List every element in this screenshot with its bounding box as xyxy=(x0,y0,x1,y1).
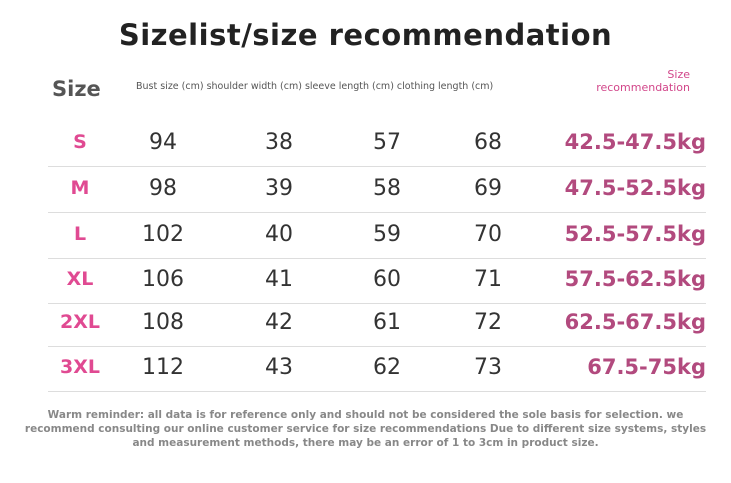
length-value: 73 xyxy=(474,355,502,380)
bust-value: 106 xyxy=(142,267,184,292)
sleeve-value: 61 xyxy=(373,310,401,335)
bust-value: 112 xyxy=(142,355,184,380)
weight-recommendation: 57.5-62.5kg xyxy=(564,267,706,291)
table-row: S 94 38 57 68 42.5-47.5kg xyxy=(48,121,706,165)
weight-recommendation: 62.5-67.5kg xyxy=(564,310,706,334)
weight-recommendation: 42.5-47.5kg xyxy=(564,130,706,154)
warm-reminder-note: Warm reminder: all data is for reference… xyxy=(24,409,707,449)
bust-value: 94 xyxy=(149,130,177,155)
bust-value: 98 xyxy=(149,176,177,201)
size-label: L xyxy=(73,223,87,245)
row-divider xyxy=(48,391,706,392)
measurement-column-headers: Bust size (cm) shoulder width (cm) sleev… xyxy=(136,81,494,92)
table-row: L 102 40 59 70 52.5-57.5kg xyxy=(48,213,706,257)
table-row: XL 106 41 60 71 57.5-62.5kg xyxy=(48,258,706,302)
size-label: 3XL xyxy=(60,356,100,378)
sleeve-value: 60 xyxy=(373,267,401,292)
row-divider xyxy=(48,303,706,304)
shoulder-value: 41 xyxy=(265,267,293,292)
length-value: 72 xyxy=(474,310,502,335)
bust-value: 102 xyxy=(142,222,184,247)
weight-recommendation: 52.5-57.5kg xyxy=(564,222,706,246)
shoulder-value: 38 xyxy=(265,130,293,155)
row-divider xyxy=(48,166,706,167)
size-label: 2XL xyxy=(60,311,100,333)
size-label: M xyxy=(70,177,90,199)
weight-recommendation: 67.5-75kg xyxy=(587,355,706,379)
page-title: Sizelist/size recommendation xyxy=(118,18,613,52)
size-column-header: Size xyxy=(52,77,101,101)
sleeve-value: 62 xyxy=(373,355,401,380)
length-value: 71 xyxy=(474,267,502,292)
length-value: 68 xyxy=(474,130,502,155)
size-label: S xyxy=(73,131,87,153)
sleeve-value: 59 xyxy=(373,222,401,247)
row-divider xyxy=(48,258,706,259)
shoulder-value: 42 xyxy=(265,310,293,335)
shoulder-value: 40 xyxy=(265,222,293,247)
weight-recommendation: 47.5-52.5kg xyxy=(564,176,706,200)
recommendation-column-header: Size recommendation xyxy=(596,68,690,94)
row-divider xyxy=(48,212,706,213)
size-label: XL xyxy=(66,268,94,290)
recommendation-header-line2: recommendation xyxy=(596,81,690,94)
length-value: 69 xyxy=(474,176,502,201)
table-row: 2XL 108 42 61 72 62.5-67.5kg xyxy=(48,301,706,345)
bust-value: 108 xyxy=(142,310,184,335)
shoulder-value: 39 xyxy=(265,176,293,201)
sleeve-value: 57 xyxy=(373,130,401,155)
table-row: M 98 39 58 69 47.5-52.5kg xyxy=(48,167,706,211)
row-divider xyxy=(48,346,706,347)
table-row: 3XL 112 43 62 73 67.5-75kg xyxy=(48,346,706,390)
sleeve-value: 58 xyxy=(373,176,401,201)
recommendation-header-line1: Size xyxy=(667,68,690,81)
length-value: 70 xyxy=(474,222,502,247)
shoulder-value: 43 xyxy=(265,355,293,380)
